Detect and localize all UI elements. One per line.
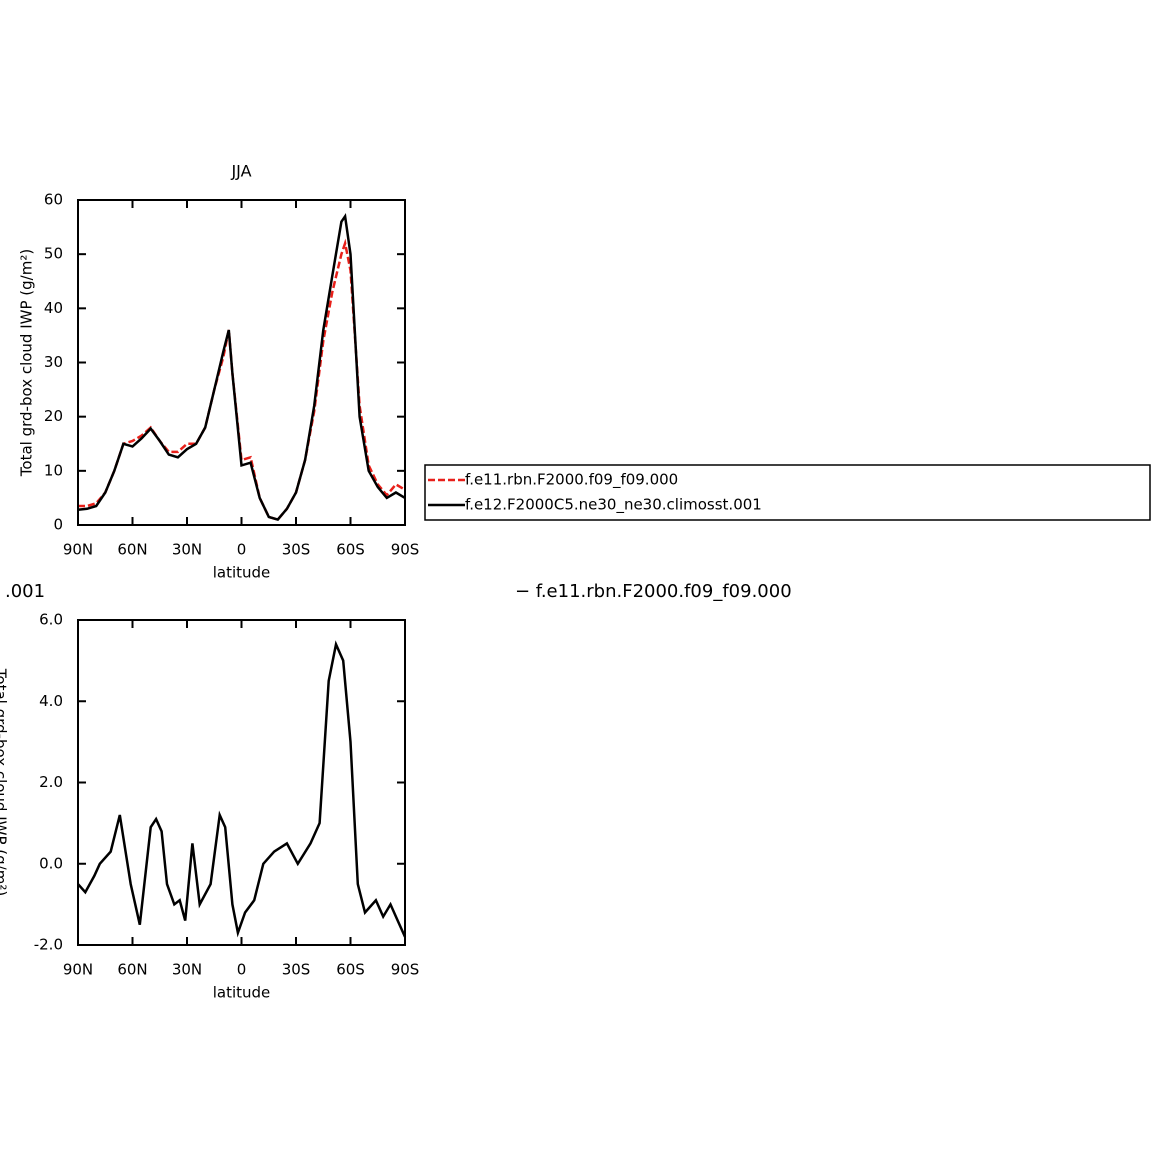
- data-line: [78, 238, 406, 522]
- y-tick-label: 0: [53, 516, 63, 534]
- y-tick-label: 10: [44, 461, 63, 479]
- x-tick-label: 90S: [391, 961, 420, 979]
- x-tick-label: 30N: [172, 541, 202, 559]
- x-tick-label: 90N: [63, 541, 93, 559]
- chart-title: .001: [5, 581, 45, 602]
- chart-title: JJA: [230, 162, 251, 181]
- y-axis-label: Total grd-box cloud IWP (g/m²): [18, 249, 36, 477]
- y-tick-label: 60: [44, 191, 63, 209]
- x-tick-label: 90S: [391, 541, 420, 559]
- legend-label: f.e11.rbn.F2000.f09_f09.000: [465, 471, 678, 490]
- data-line: [77, 212, 406, 522]
- x-axis-label: latitude: [213, 564, 271, 582]
- y-tick-label: 50: [44, 245, 63, 263]
- x-tick-label: 60S: [336, 961, 365, 979]
- legend-label: f.e12.F2000C5.ne30_ne30.climosst.001: [465, 496, 762, 515]
- legend-box: [424, 464, 1151, 521]
- x-tick-label: 60N: [117, 961, 147, 979]
- y-tick-label: -2.0: [34, 936, 63, 954]
- y-tick-label: 0.0: [39, 854, 63, 872]
- x-tick-label: 0: [237, 961, 247, 979]
- x-tick-label: 0: [237, 541, 247, 559]
- x-tick-label: 30S: [282, 961, 311, 979]
- y-tick-label: 4.0: [39, 692, 63, 710]
- y-tick-label: 20: [44, 407, 63, 425]
- y-tick-label: 30: [44, 353, 63, 371]
- y-axis-label: Total grd-box cloud IWP (g/m²): [0, 668, 10, 896]
- x-tick-label: 30S: [282, 541, 311, 559]
- clipped-label: Total grd-box cloud IWP (g/m²): [0, 668, 10, 896]
- y-tick-label: 40: [44, 299, 63, 317]
- x-tick-label: 60S: [336, 541, 365, 559]
- x-tick-label: 90N: [63, 961, 93, 979]
- plot-frame: [77, 619, 406, 946]
- y-tick-label: 2.0: [39, 773, 63, 791]
- chart-title: − f.e11.rbn.F2000.f09_f09.000: [515, 581, 792, 602]
- x-axis-label: latitude: [213, 984, 271, 1002]
- x-tick-label: 30N: [172, 961, 202, 979]
- y-tick-label: 6.0: [39, 611, 63, 629]
- data-line: [77, 640, 407, 938]
- x-tick-label: 60N: [117, 541, 147, 559]
